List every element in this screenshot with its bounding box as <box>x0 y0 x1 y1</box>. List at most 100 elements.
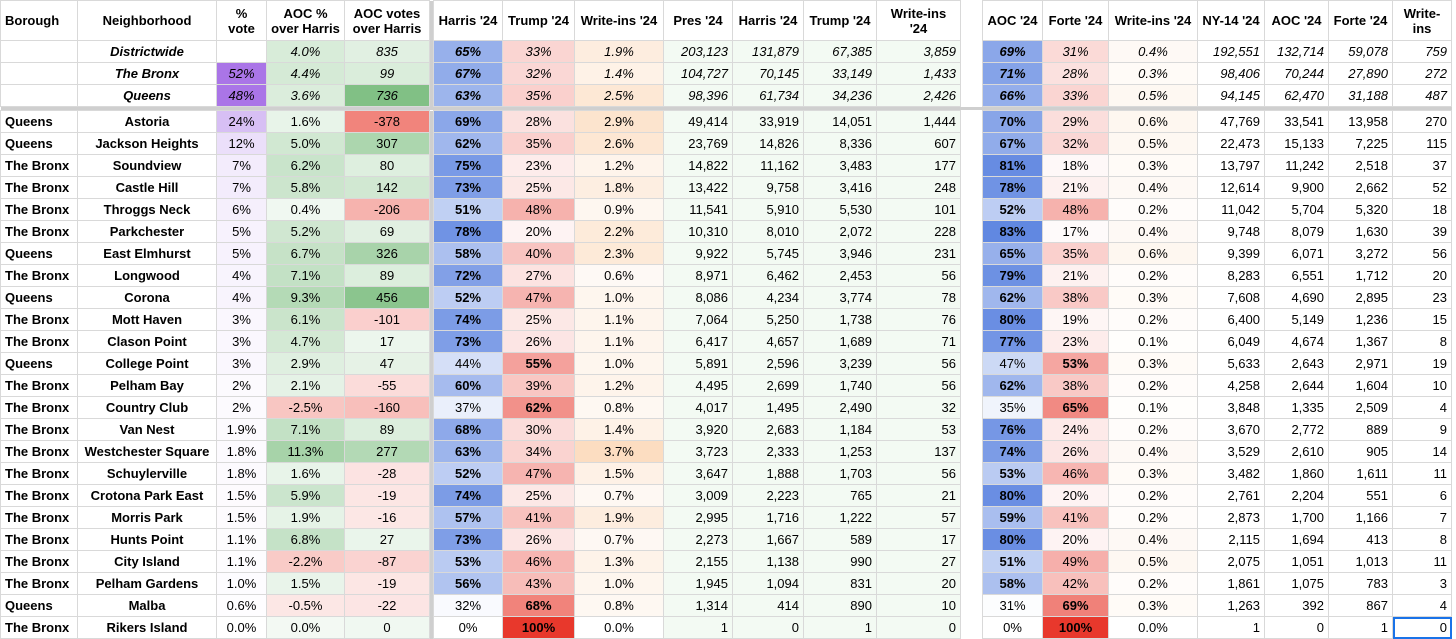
cell-trump-votes-24[interactable]: 3,239 <box>803 352 877 375</box>
cell-forte-pct-24[interactable]: 32% <box>1042 132 1109 155</box>
cell-forte-votes-24[interactable]: 905 <box>1328 440 1393 463</box>
cell-pct-vote[interactable] <box>216 40 267 63</box>
cell-aoc-votes-24[interactable]: 1,075 <box>1264 572 1329 595</box>
cell-aoc-pct-over-harris[interactable]: 6.2% <box>266 154 345 177</box>
cell-neighborhood[interactable]: Van Nest <box>77 418 217 441</box>
cell-aoc-votes-24[interactable]: 9,900 <box>1264 176 1329 199</box>
cell-writeins-pct-24[interactable]: 2.5% <box>574 84 664 107</box>
cell-forte-pct-24[interactable]: 100% <box>1042 616 1109 639</box>
cell-writeins-votes-house[interactable]: 52 <box>1392 176 1452 199</box>
cell-harris-pct-24[interactable]: 69% <box>433 110 503 133</box>
cell-writeins-votes-24[interactable]: 228 <box>876 220 961 243</box>
cell-forte-pct-24[interactable]: 29% <box>1042 110 1109 133</box>
cell-aoc-pct-over-harris[interactable]: 4.0% <box>266 40 345 63</box>
cell-aoc-votes-24[interactable]: 33,541 <box>1264 110 1329 133</box>
cell-aoc-votes-24[interactable]: 132,714 <box>1264 40 1329 63</box>
cell-trump-pct-24[interactable]: 33% <box>502 40 575 63</box>
header-forte-pct-24[interactable]: Forte '24 <box>1042 0 1109 41</box>
cell-pct-vote[interactable]: 1.5% <box>216 506 267 529</box>
cell-ny14-total-24[interactable]: 12,614 <box>1197 176 1265 199</box>
cell-writeins-pct-24[interactable]: 1.8% <box>574 176 664 199</box>
cell-borough[interactable]: The Bronx <box>0 220 78 243</box>
cell-aoc-votes-over-harris[interactable]: 736 <box>344 84 430 107</box>
cell-writeins-pct-house-24[interactable]: 0.4% <box>1108 176 1198 199</box>
cell-aoc-votes-over-harris[interactable]: 80 <box>344 154 430 177</box>
cell-aoc-pct-24[interactable]: 77% <box>982 330 1043 353</box>
cell-harris-pct-24[interactable]: 0% <box>433 616 503 639</box>
cell-pres-total-24[interactable]: 14,822 <box>663 154 733 177</box>
cell-neighborhood[interactable]: Astoria <box>77 110 217 133</box>
cell-writeins-pct-24[interactable]: 0.9% <box>574 198 664 221</box>
cell-neighborhood[interactable]: Mott Haven <box>77 308 217 331</box>
cell-borough[interactable]: The Bronx <box>0 154 78 177</box>
cell-aoc-votes-24[interactable]: 5,149 <box>1264 308 1329 331</box>
cell-neighborhood[interactable]: Pelham Gardens <box>77 572 217 595</box>
cell-pres-total-24[interactable]: 2,995 <box>663 506 733 529</box>
cell-aoc-votes-24[interactable]: 5,704 <box>1264 198 1329 221</box>
cell-harris-votes-24[interactable]: 4,657 <box>732 330 804 353</box>
cell-writeins-votes-house[interactable]: 6 <box>1392 484 1452 507</box>
cell-aoc-pct-over-harris[interactable]: -0.5% <box>266 594 345 617</box>
cell-aoc-pct-24[interactable]: 31% <box>982 594 1043 617</box>
cell-ny14-total-24[interactable]: 94,145 <box>1197 84 1265 107</box>
header-aoc-pct-over-harris[interactable]: AOC % over Harris <box>266 0 345 41</box>
cell-aoc-pct-24[interactable]: 47% <box>982 352 1043 375</box>
cell-neighborhood[interactable]: Crotona Park East <box>77 484 217 507</box>
cell-pres-total-24[interactable]: 11,541 <box>663 198 733 221</box>
cell-writeins-pct-house-24[interactable]: 0.1% <box>1108 396 1198 419</box>
cell-writeins-pct-24[interactable]: 1.9% <box>574 506 664 529</box>
cell-forte-pct-24[interactable]: 26% <box>1042 440 1109 463</box>
cell-aoc-pct-over-harris[interactable]: 5.9% <box>266 484 345 507</box>
cell-harris-votes-24[interactable]: 2,699 <box>732 374 804 397</box>
cell-trump-pct-24[interactable]: 48% <box>502 198 575 221</box>
cell-trump-pct-24[interactable]: 62% <box>502 396 575 419</box>
cell-trump-votes-24[interactable]: 1,703 <box>803 462 877 485</box>
cell-forte-votes-24[interactable]: 1,630 <box>1328 220 1393 243</box>
cell-borough[interactable]: The Bronx <box>0 374 78 397</box>
cell-writeins-votes-24[interactable]: 1,433 <box>876 62 961 85</box>
cell-ny14-total-24[interactable]: 9,748 <box>1197 220 1265 243</box>
cell-harris-votes-24[interactable]: 414 <box>732 594 804 617</box>
cell-writeins-pct-house-24[interactable]: 0.5% <box>1108 132 1198 155</box>
cell-harris-pct-24[interactable]: 63% <box>433 84 503 107</box>
cell-borough[interactable]: The Bronx <box>0 176 78 199</box>
cell-trump-pct-24[interactable]: 40% <box>502 242 575 265</box>
cell-writeins-pct-24[interactable]: 1.2% <box>574 154 664 177</box>
header-aoc-votes-over-harris[interactable]: AOC votes over Harris <box>344 0 430 41</box>
cell-borough[interactable]: The Bronx <box>0 550 78 573</box>
cell-writeins-pct-24[interactable]: 0.8% <box>574 594 664 617</box>
cell-writeins-pct-house-24[interactable]: 0.4% <box>1108 40 1198 63</box>
cell-trump-votes-24[interactable]: 2,072 <box>803 220 877 243</box>
cell-forte-votes-24[interactable]: 551 <box>1328 484 1393 507</box>
cell-harris-pct-24[interactable]: 75% <box>433 154 503 177</box>
cell-writeins-pct-house-24[interactable]: 0.4% <box>1108 440 1198 463</box>
cell-trump-pct-24[interactable]: 47% <box>502 286 575 309</box>
cell-writeins-votes-24[interactable]: 1,444 <box>876 110 961 133</box>
header-trump-votes-24[interactable]: Trump '24 <box>803 0 877 41</box>
cell-aoc-pct-24[interactable]: 52% <box>982 198 1043 221</box>
cell-writeins-votes-24[interactable]: 53 <box>876 418 961 441</box>
cell-trump-pct-24[interactable]: 32% <box>502 62 575 85</box>
header-forte-votes-24[interactable]: Forte '24 <box>1328 0 1393 41</box>
cell-borough[interactable]: The Bronx <box>0 616 78 639</box>
cell-harris-votes-24[interactable]: 1,138 <box>732 550 804 573</box>
cell-borough[interactable]: The Bronx <box>0 198 78 221</box>
cell-ny14-total-24[interactable]: 8,283 <box>1197 264 1265 287</box>
cell-writeins-pct-house-24[interactable]: 0.4% <box>1108 528 1198 551</box>
cell-aoc-pct-over-harris[interactable]: -2.2% <box>266 550 345 573</box>
cell-neighborhood[interactable]: Clason Point <box>77 330 217 353</box>
cell-trump-pct-24[interactable]: 55% <box>502 352 575 375</box>
cell-writeins-votes-house[interactable]: 15 <box>1392 308 1452 331</box>
cell-forte-votes-24[interactable]: 2,518 <box>1328 154 1393 177</box>
cell-writeins-votes-house[interactable]: 37 <box>1392 154 1452 177</box>
cell-harris-votes-24[interactable]: 5,745 <box>732 242 804 265</box>
cell-harris-pct-24[interactable]: 51% <box>433 198 503 221</box>
cell-harris-votes-24[interactable]: 11,162 <box>732 154 804 177</box>
cell-trump-votes-24[interactable]: 2,490 <box>803 396 877 419</box>
cell-trump-pct-24[interactable]: 25% <box>502 484 575 507</box>
header-writeins-votes-house[interactable]: Write-ins <box>1392 0 1452 41</box>
cell-aoc-votes-over-harris[interactable]: -28 <box>344 462 430 485</box>
cell-pct-vote[interactable]: 5% <box>216 242 267 265</box>
cell-writeins-pct-house-24[interactable]: 0.3% <box>1108 154 1198 177</box>
cell-aoc-votes-24[interactable]: 1,700 <box>1264 506 1329 529</box>
